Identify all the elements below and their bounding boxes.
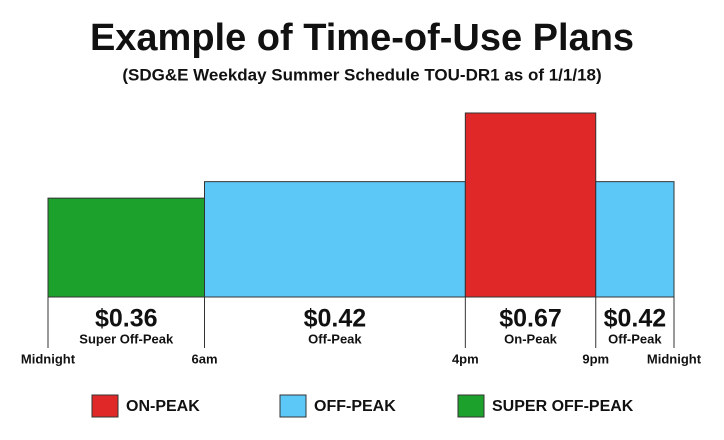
period-label: Off-Peak	[308, 331, 362, 346]
legend-swatch	[457, 394, 485, 418]
x-tick-label: 6am	[191, 351, 217, 366]
value-label: $0.67	[499, 305, 562, 333]
value-label: $0.36	[95, 305, 158, 333]
period-label: Super Off-Peak	[79, 331, 174, 346]
legend-swatch	[91, 394, 119, 418]
value-label: $0.42	[604, 305, 667, 333]
chart-title: Example of Time-of-Use Plans	[90, 17, 634, 59]
x-tick-label: 4pm	[452, 351, 479, 366]
value-label: $0.42	[304, 305, 367, 333]
period-label: On-Peak	[504, 331, 558, 346]
legend-swatch	[279, 394, 307, 418]
period-label: Off-Peak	[608, 331, 662, 346]
bar	[47, 197, 205, 298]
legend-label: SUPER OFF-PEAK	[492, 398, 634, 415]
legend-label: ON-PEAK	[126, 398, 200, 415]
chart-subtitle: (SDG&E Weekday Summer Schedule TOU-DR1 a…	[122, 65, 601, 84]
bar	[595, 181, 675, 298]
legend-label: OFF-PEAK	[314, 398, 396, 415]
bar	[464, 112, 597, 298]
x-tick-label: 9pm	[582, 351, 609, 366]
x-tick-label: Midnight	[21, 351, 76, 366]
x-tick-label: Midnight	[647, 351, 702, 366]
bar	[204, 181, 466, 298]
